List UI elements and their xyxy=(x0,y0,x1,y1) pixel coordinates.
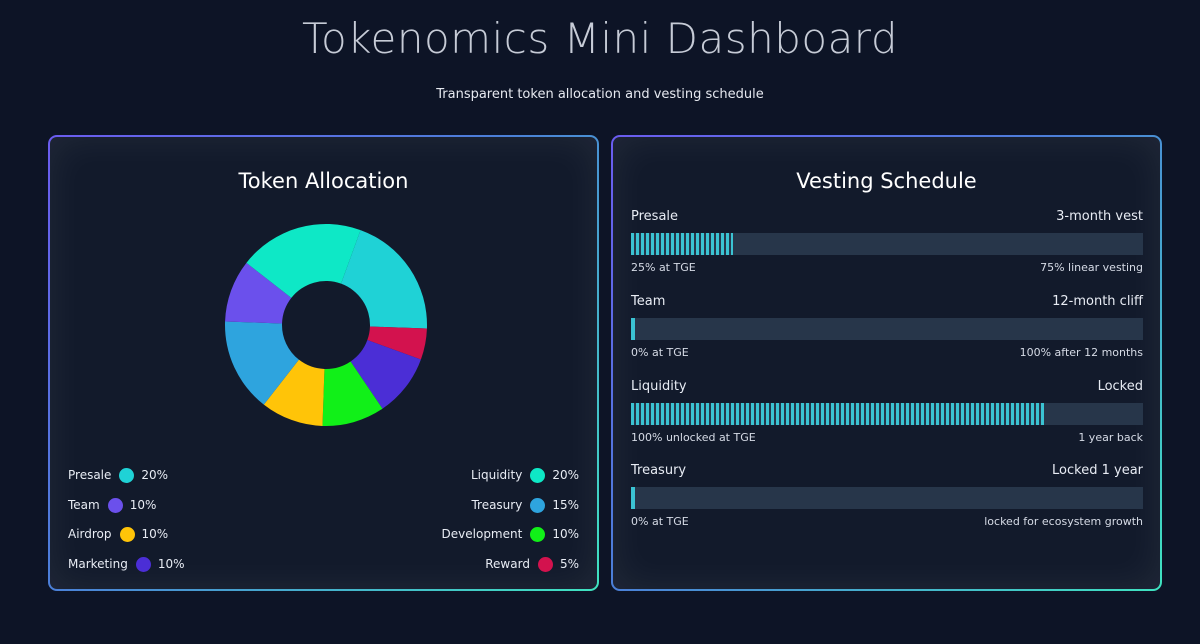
vesting-name: Liquidity xyxy=(631,379,687,394)
vesting-right-note: 100% after 12 months xyxy=(1019,346,1143,359)
vesting-right-note: 1 year back xyxy=(1078,431,1143,444)
legend-dot-treasury xyxy=(530,497,546,513)
page-subtitle: Transparent token allocation and vesting… xyxy=(436,87,764,102)
legend-dot-airdrop xyxy=(119,526,135,542)
legend-dot-liquidity xyxy=(530,467,546,483)
vesting-progress-bar xyxy=(631,487,1143,509)
vesting-name: Presale xyxy=(631,209,679,224)
legend-item-treasury: Treasury 15% xyxy=(471,497,579,513)
vesting-left-note: 0% at TGE xyxy=(631,346,689,359)
vesting-term: Locked xyxy=(1097,379,1143,394)
legend-dot-development xyxy=(530,526,546,542)
vesting-left-note: 100% unlocked at TGE xyxy=(631,431,756,444)
donut-slice-marketing xyxy=(350,340,421,409)
vesting-row-treasury: Treasury Locked 1 year 0% at TGE locked … xyxy=(631,463,1143,531)
legend-dot-marketing xyxy=(135,556,151,572)
vesting-progress-bar xyxy=(631,403,1143,425)
vesting-card: Vesting Schedule Presale 3-month vest 25… xyxy=(611,135,1162,591)
vesting-name: Team xyxy=(631,294,666,309)
vesting-right-note: 75% linear vesting xyxy=(1040,261,1143,274)
donut-slice-reward xyxy=(367,326,427,360)
legend-item-team: Team 10% xyxy=(68,497,157,513)
donut-slice-airdrop xyxy=(263,359,325,426)
donut-slice-treasury xyxy=(225,321,299,405)
legend-item-airdrop: Airdrop 10% xyxy=(68,526,169,542)
vesting-name: Treasury xyxy=(631,463,687,478)
vesting-progress-fill xyxy=(631,233,734,255)
donut-slice-presale xyxy=(341,230,427,329)
vesting-row-liquidity: Liquidity Locked 100% unlocked at TGE 1 … xyxy=(631,379,1143,447)
allocation-title: Token Allocation xyxy=(238,169,409,193)
vesting-progress-bar xyxy=(631,233,1143,255)
vesting-progress-fill xyxy=(631,487,635,509)
page-title: Tokenomics Mini Dashboard xyxy=(301,14,898,63)
donut-slice-team xyxy=(225,262,292,324)
legend-item-marketing: Marketing 10% xyxy=(68,556,185,572)
vesting-term: Locked 1 year xyxy=(1052,463,1143,478)
legend-item-presale: Presale 20% xyxy=(68,467,169,483)
allocation-donut-chart xyxy=(225,224,427,426)
donut-slice-liquidity xyxy=(246,224,361,298)
legend-dot-team xyxy=(107,497,123,513)
vesting-progress-fill xyxy=(631,318,635,340)
legend-item-reward: Reward 5% xyxy=(485,556,579,572)
vesting-progress-bar xyxy=(631,318,1143,340)
legend-item-development: Development 10% xyxy=(441,526,579,542)
vesting-row-team: Team 12-month cliff 0% at TGE 100% after… xyxy=(631,294,1143,362)
vesting-term: 3-month vest xyxy=(1056,209,1143,224)
legend-dot-reward xyxy=(537,556,553,572)
vesting-left-note: 0% at TGE xyxy=(631,515,689,528)
vesting-row-presale: Presale 3-month vest 25% at TGE 75% line… xyxy=(631,209,1143,277)
vesting-title: Vesting Schedule xyxy=(796,169,977,193)
legend-dot-presale xyxy=(119,467,135,483)
vesting-progress-fill xyxy=(631,403,1046,425)
vesting-right-note: locked for ecosystem growth xyxy=(984,515,1143,528)
vesting-term: 12-month cliff xyxy=(1052,294,1143,309)
allocation-card: Token Allocation Presale 20% Team 10% Ai… xyxy=(48,135,599,591)
donut-slice-development xyxy=(322,361,383,426)
vesting-left-note: 25% at TGE xyxy=(631,261,696,274)
legend-item-liquidity: Liquidity 20% xyxy=(470,467,579,483)
